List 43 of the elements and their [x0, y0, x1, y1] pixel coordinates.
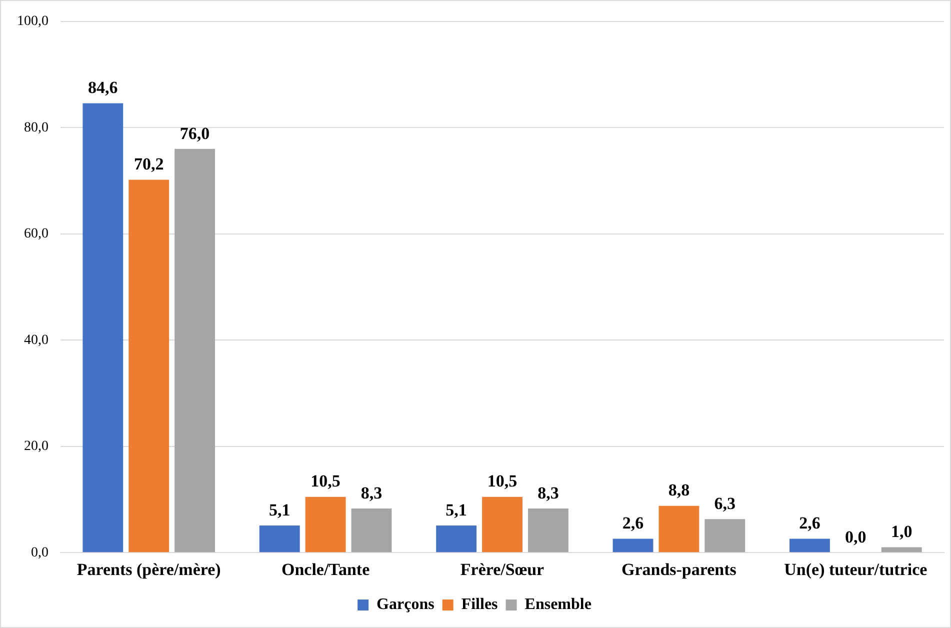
y-tick-label: 80,0: [24, 120, 48, 136]
data-label: 2,6: [799, 514, 820, 533]
bar: [305, 496, 346, 552]
y-tick-label: 40,0: [24, 332, 48, 348]
y-tick-label: 100,0: [17, 14, 48, 30]
legend-label: Garçons: [376, 596, 434, 614]
bar: [881, 547, 922, 552]
y-tick-label: 0,0: [31, 545, 48, 560]
data-label: 10,5: [310, 472, 340, 491]
bar: [482, 496, 522, 552]
data-label: 76,0: [180, 124, 210, 143]
y-tick-label: 60,0: [24, 226, 48, 242]
data-label: 2,6: [622, 514, 644, 533]
bar: [658, 506, 700, 552]
bar: [82, 103, 124, 552]
x-tick-label: Frère/Sœur: [460, 560, 545, 580]
data-label: 8,3: [538, 483, 559, 502]
bar: [704, 519, 746, 552]
data-label: 84,6: [88, 78, 118, 98]
data-label: 6,3: [714, 494, 736, 514]
x-tick-label: Grands-parents: [621, 560, 737, 580]
legend-label: Ensemble: [524, 596, 592, 614]
data-label: 8,8: [668, 480, 690, 500]
x-tick-label: Parents (père/mère): [76, 560, 221, 580]
bar: [436, 526, 477, 552]
data-label: 70,2: [134, 154, 164, 174]
bar: [174, 148, 216, 552]
y-tick-label: 20,0: [24, 439, 48, 454]
bar: [351, 508, 392, 552]
x-tick-label: Un(e) tuteur/tutrice: [784, 560, 928, 580]
data-label: 10,5: [487, 472, 518, 491]
legend-label: Filles: [461, 596, 498, 614]
bar: [128, 180, 170, 552]
data-label: 8,3: [360, 483, 382, 502]
data-label: 5,1: [268, 500, 290, 520]
bar: [259, 526, 300, 552]
data-label: 0,0: [845, 527, 866, 546]
bar: [528, 508, 568, 552]
bar: [789, 538, 830, 552]
data-label: 1,0: [890, 522, 912, 542]
data-label: 5,1: [446, 500, 467, 520]
bar: [612, 538, 654, 552]
x-tick-label: Oncle/Tante: [281, 560, 370, 580]
